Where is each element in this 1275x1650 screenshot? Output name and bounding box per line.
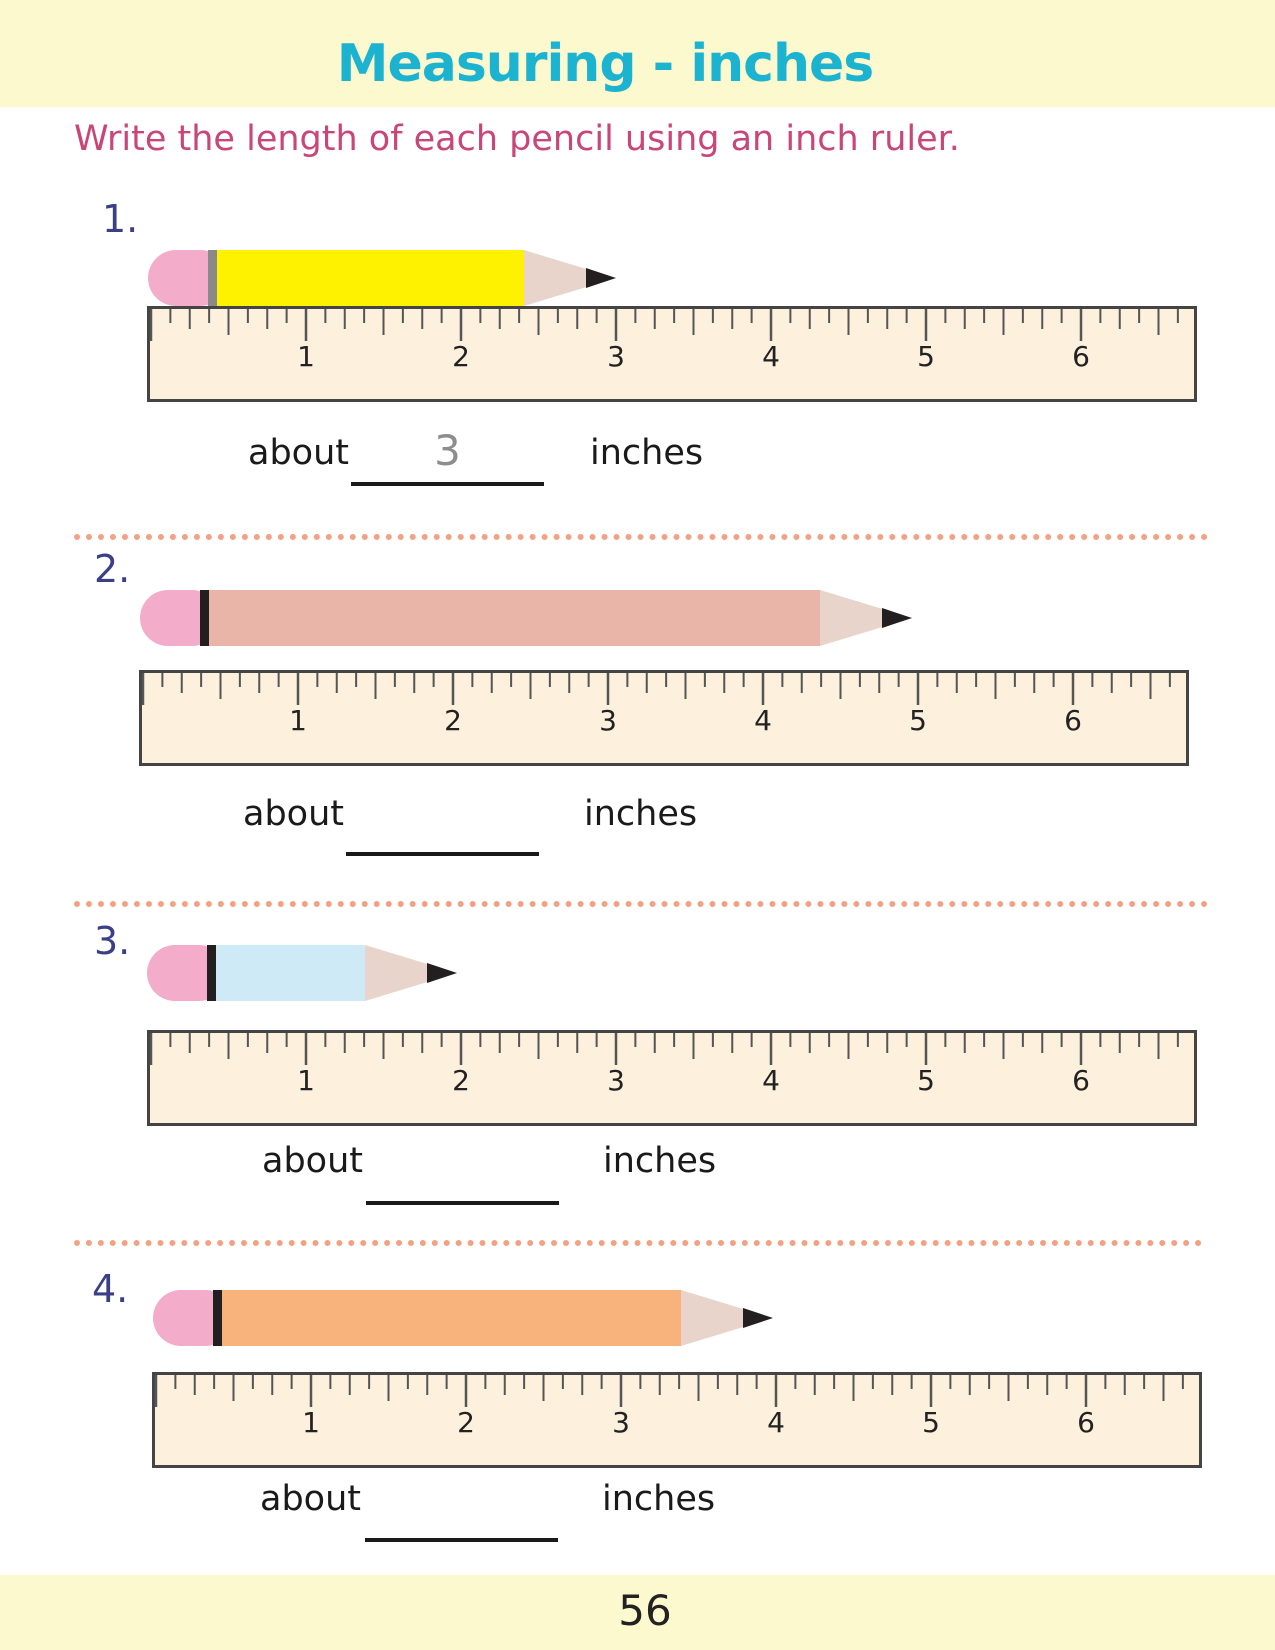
pencil-2 [140, 590, 912, 646]
pencil-4 [153, 1290, 773, 1346]
ruler-1: 1 2 3 4 5 6 [147, 306, 1197, 402]
ruler-label: 6 [1072, 340, 1090, 373]
pencil-lead [743, 1308, 773, 1328]
ruler-label: 3 [607, 1064, 625, 1097]
ruler-label: 2 [457, 1406, 475, 1439]
problem-number: 4. [92, 1267, 129, 1311]
header-band [0, 0, 1275, 107]
ruler-label: 1 [297, 1064, 315, 1097]
pencil-band [200, 590, 209, 646]
ruler-label: 1 [297, 340, 315, 373]
section-divider [74, 901, 1208, 907]
problem-number: 3. [94, 919, 131, 963]
pencil-band [208, 250, 217, 306]
ruler-label: 5 [917, 1064, 935, 1097]
pencil-wood [681, 1290, 773, 1346]
ruler-label: 3 [607, 340, 625, 373]
ruler-label: 2 [444, 704, 462, 737]
ruler-label: 5 [917, 340, 935, 373]
ruler-2: 1 2 3 4 5 6 [139, 670, 1189, 766]
pencil-wood [820, 590, 912, 646]
ruler-3: 1 2 3 4 5 6 [147, 1030, 1197, 1126]
answer-value[interactable]: 3 [434, 426, 461, 475]
about-label: about [260, 1479, 361, 1519]
ruler-4: 1 2 3 4 5 6 [152, 1372, 1202, 1468]
ruler-label: 2 [452, 1064, 470, 1097]
pencil-lead [427, 963, 457, 983]
answer-blank[interactable] [365, 1538, 558, 1542]
problem-1: 1. 1 2 3 4 5 6 about 3 inches [0, 200, 1275, 500]
pencil-lead [882, 608, 912, 628]
answer-blank[interactable] [346, 852, 539, 856]
about-label: about [262, 1141, 363, 1181]
instructions: Write the length of each pencil using an… [74, 119, 960, 159]
ruler-label: 5 [909, 704, 927, 737]
pencil-body [213, 1290, 681, 1346]
about-label: about [243, 794, 344, 834]
footer-band [0, 1575, 1275, 1650]
pencil-wood [524, 250, 616, 306]
section-divider [74, 534, 1208, 540]
pencil-band [213, 1290, 222, 1346]
ruler-label: 4 [762, 1064, 780, 1097]
page-number: 56 [618, 1586, 672, 1635]
inches-label: inches [590, 433, 704, 473]
ruler-label: 6 [1077, 1406, 1095, 1439]
pencil-wood [365, 945, 457, 1001]
ruler-label: 1 [289, 704, 307, 737]
inches-label: inches [584, 794, 698, 834]
ruler-label: 6 [1064, 704, 1082, 737]
section-divider [74, 1240, 1202, 1246]
pencil-3 [147, 945, 457, 1001]
pencil-body [207, 945, 365, 1001]
ruler-label: 1 [302, 1406, 320, 1439]
problem-number: 1. [102, 197, 139, 241]
ruler-label: 4 [767, 1406, 785, 1439]
about-label: about [248, 433, 349, 473]
ruler-label: 6 [1072, 1064, 1090, 1097]
ruler-label: 3 [599, 704, 617, 737]
inches-label: inches [602, 1479, 716, 1519]
answer-blank[interactable] [366, 1201, 559, 1205]
ruler-body [147, 1030, 1197, 1126]
page-title: Measuring - inches [336, 34, 874, 94]
pencil-body [200, 590, 820, 646]
ruler-body [152, 1372, 1202, 1468]
pencil-body [208, 250, 524, 306]
ruler-label: 5 [922, 1406, 940, 1439]
problem-4: 4. 1 2 3 4 5 6 about inches [0, 1270, 1275, 1570]
problem-2: 2. 1 2 3 4 5 6 about inches [0, 547, 1275, 856]
pencil-lead [586, 268, 616, 288]
pencil-band [207, 945, 216, 1001]
pencil-1 [148, 250, 616, 306]
problem-3: 3. 1 2 3 4 5 6 about inches [0, 922, 1275, 1222]
answer-blank[interactable] [351, 482, 544, 486]
ruler-body [147, 306, 1197, 402]
ruler-label: 4 [762, 340, 780, 373]
ruler-label: 4 [754, 704, 772, 737]
ruler-body [139, 670, 1189, 766]
ruler-label: 3 [612, 1406, 630, 1439]
problem-number: 2. [94, 547, 131, 591]
inches-label: inches [603, 1141, 717, 1181]
ruler-label: 2 [452, 340, 470, 373]
